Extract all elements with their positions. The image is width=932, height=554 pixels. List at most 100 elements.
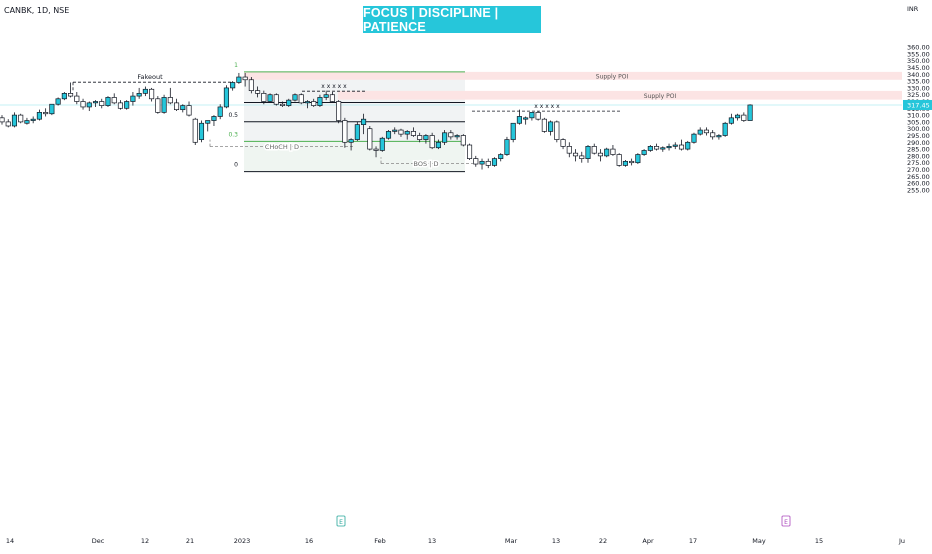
earnings-marker[interactable] <box>336 515 346 527</box>
candle-body[interactable] <box>535 112 541 120</box>
candle-body[interactable] <box>248 79 254 91</box>
candle-body[interactable] <box>11 114 18 127</box>
candle-body[interactable] <box>323 94 329 98</box>
candle-body[interactable] <box>654 146 660 150</box>
earnings-marker[interactable] <box>781 515 791 527</box>
candle-body[interactable] <box>685 141 691 150</box>
candle-body[interactable] <box>722 122 728 136</box>
candle-body[interactable] <box>180 105 186 111</box>
candle-body[interactable] <box>136 93 142 97</box>
candle-body[interactable] <box>0 117 5 123</box>
candle-body[interactable] <box>666 146 672 149</box>
candle-body[interactable] <box>566 146 572 154</box>
candle-body[interactable] <box>491 158 498 166</box>
candle-body[interactable] <box>410 131 416 136</box>
candle-body[interactable] <box>155 98 161 113</box>
candle-body[interactable] <box>504 139 510 155</box>
candle-body[interactable] <box>747 104 753 121</box>
candle-body[interactable] <box>728 117 734 124</box>
candle-body[interactable] <box>174 102 180 111</box>
candle-body[interactable] <box>105 97 111 106</box>
candle-body[interactable] <box>622 160 628 166</box>
candle-body[interactable] <box>24 120 30 124</box>
candle-body[interactable] <box>348 139 354 143</box>
candle-body[interactable] <box>329 94 335 102</box>
candle-body[interactable] <box>124 101 130 109</box>
candle-body[interactable] <box>111 97 117 104</box>
candle-body[interactable] <box>273 94 279 105</box>
candle-body[interactable] <box>385 131 392 139</box>
candle-body[interactable] <box>361 118 367 125</box>
candle-body[interactable] <box>217 106 223 117</box>
candle-body[interactable] <box>392 129 398 132</box>
candle-body[interactable] <box>597 152 604 157</box>
candle-body[interactable] <box>292 94 298 101</box>
candle-body[interactable] <box>485 160 491 166</box>
candle-body[interactable] <box>255 90 261 94</box>
candle-body[interactable] <box>336 101 342 121</box>
candle-body[interactable] <box>43 112 49 115</box>
candle-body[interactable] <box>460 135 466 146</box>
candle-body[interactable] <box>716 135 722 138</box>
candle-body[interactable] <box>691 133 697 143</box>
candle-body[interactable] <box>404 131 410 135</box>
candle-body[interactable] <box>548 121 554 132</box>
candle-body[interactable] <box>442 132 448 143</box>
candle-body[interactable] <box>741 114 747 121</box>
candle-body[interactable] <box>710 132 716 138</box>
candle-body[interactable] <box>211 116 217 121</box>
candle-body[interactable] <box>130 95 136 102</box>
candle-body[interactable] <box>167 97 173 104</box>
candle-body[interactable] <box>454 135 460 138</box>
candle-body[interactable] <box>429 135 435 149</box>
candle-body[interactable] <box>647 146 653 151</box>
candle-body[interactable] <box>467 144 473 159</box>
candle-body[interactable] <box>117 102 123 109</box>
candle-body[interactable] <box>498 154 504 159</box>
candle-body[interactable] <box>92 101 99 104</box>
candle-body[interactable] <box>448 132 454 138</box>
candle-body[interactable] <box>36 112 42 120</box>
candle-body[interactable] <box>5 121 11 127</box>
candle-body[interactable] <box>286 99 292 106</box>
candle-body[interactable] <box>367 128 373 150</box>
candle-body[interactable] <box>267 94 273 102</box>
candle-body[interactable] <box>572 152 579 157</box>
candle-body[interactable] <box>304 101 311 104</box>
candle-body[interactable] <box>697 129 703 135</box>
candle-body[interactable] <box>529 112 535 119</box>
candle-body[interactable] <box>74 95 80 102</box>
candle-body[interactable] <box>523 117 529 120</box>
candle-body[interactable] <box>30 118 36 121</box>
candle-body[interactable] <box>398 129 404 135</box>
candle-body[interactable] <box>417 135 423 140</box>
candle-body[interactable] <box>373 148 379 151</box>
candle-body[interactable] <box>610 148 616 155</box>
candle-body[interactable] <box>49 103 55 115</box>
candle-body[interactable] <box>261 93 267 102</box>
candle-body[interactable] <box>198 122 205 140</box>
candle-body[interactable] <box>379 137 385 151</box>
candle-body[interactable] <box>86 102 92 108</box>
candle-body[interactable] <box>579 155 585 159</box>
candle-body[interactable] <box>591 146 597 154</box>
candle-body[interactable] <box>541 118 547 132</box>
candle-body[interactable] <box>242 76 248 81</box>
candle-body[interactable] <box>311 101 317 106</box>
candle-body[interactable] <box>672 144 678 147</box>
candle-body[interactable] <box>142 88 148 94</box>
candle-body[interactable] <box>342 120 348 143</box>
candle-body[interactable] <box>660 147 666 150</box>
candle-body[interactable] <box>149 88 155 100</box>
candle-body[interactable] <box>473 158 479 165</box>
candle-body[interactable] <box>236 76 242 83</box>
candle-body[interactable] <box>629 160 635 164</box>
candle-body[interactable] <box>205 120 211 124</box>
candle-body[interactable] <box>230 82 236 89</box>
candle-body[interactable] <box>223 87 229 108</box>
candle-body[interactable] <box>68 93 74 97</box>
candle-body[interactable] <box>186 105 192 116</box>
candle-body[interactable] <box>479 160 485 165</box>
candle-body[interactable] <box>560 139 566 147</box>
